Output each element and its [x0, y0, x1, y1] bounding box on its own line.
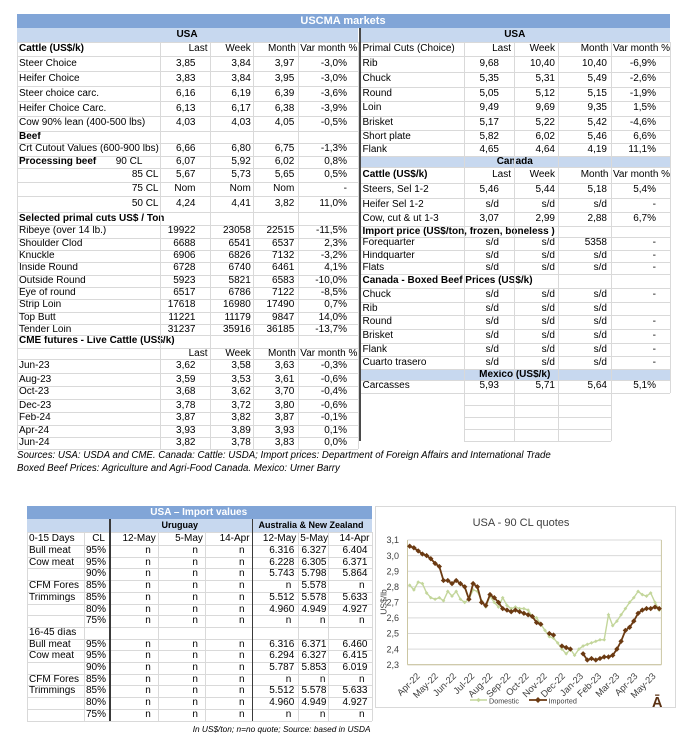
svg-text:Ā: Ā [652, 694, 663, 709]
svg-text:2,8: 2,8 [386, 582, 399, 592]
svg-text:2,7: 2,7 [386, 597, 399, 607]
svg-text:Imported: Imported [549, 696, 577, 705]
svg-text:US$/lb: US$/lb [379, 588, 389, 614]
svg-text:2,5: 2,5 [386, 628, 399, 638]
svg-text:2,6: 2,6 [386, 613, 399, 623]
svg-text:2,3: 2,3 [386, 659, 399, 669]
svg-text:2,9: 2,9 [386, 566, 399, 576]
svg-text:USA - 90 CL quotes: USA - 90 CL quotes [473, 517, 570, 529]
svg-text:2,4: 2,4 [386, 644, 399, 654]
svg-text:3,0: 3,0 [386, 550, 399, 560]
svg-text:3,1: 3,1 [386, 535, 399, 545]
svg-text:Domestic: Domestic [489, 696, 519, 705]
